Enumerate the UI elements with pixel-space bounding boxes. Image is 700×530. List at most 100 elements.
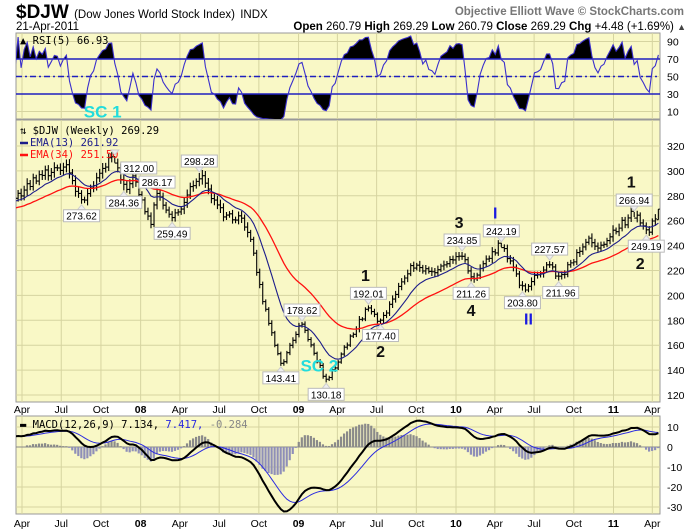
y-tick-label: -20: [667, 482, 682, 494]
x-tick-label: Oct: [93, 518, 109, 530]
macd-histogram-bar: [336, 439, 340, 447]
macd-histogram-bar: [71, 447, 74, 451]
chart-date: 21-Apr-2011: [16, 21, 80, 33]
price-bar: [424, 265, 428, 275]
price-bar: [43, 165, 47, 180]
macd-histogram-bar: [475, 447, 479, 457]
price-bar: [360, 317, 364, 322]
price-bar: [209, 184, 213, 204]
macd-histogram-bar: [397, 435, 400, 447]
x-tick-label: Jul: [370, 518, 383, 530]
price-label-box: [262, 371, 300, 385]
price-label-group: 192.01: [349, 286, 387, 300]
macd-histogram-bar: [623, 442, 627, 447]
price-label-group: 203.80: [503, 296, 541, 310]
price-bar: [439, 263, 443, 272]
price-label-group: 298.28: [180, 154, 218, 168]
macd-histogram-bar: [291, 447, 294, 454]
macd-histogram-bar: [388, 437, 391, 447]
price-bar: [433, 267, 437, 277]
wave-label: II: [524, 311, 533, 328]
macd-histogram-bar: [373, 428, 376, 447]
macd-histogram-bar: [605, 444, 608, 447]
macd-histogram-bar: [644, 447, 648, 450]
price-label-group: 249.19: [627, 239, 665, 253]
price-bar: [28, 179, 32, 191]
price-bar: [635, 210, 639, 223]
macd-histogram-bar: [68, 447, 71, 448]
macd-histogram-bar: [394, 436, 397, 447]
price-bar: [454, 252, 458, 265]
price-bar: [252, 236, 256, 256]
price-label-group: 177.40: [362, 329, 400, 343]
price-bar: [67, 159, 72, 179]
macd-histogram-bar: [92, 447, 95, 455]
rsi-legend: ▲ RSI(5) 66.93: [20, 35, 109, 47]
macd-histogram-bar: [149, 447, 152, 462]
price-bar: [587, 235, 591, 245]
macd-histogram-bar: [487, 447, 491, 451]
macd-histogram-bar: [463, 447, 466, 450]
macd-histogram-bar: [342, 433, 346, 447]
price-label-box: [120, 161, 158, 175]
price-bar: [258, 268, 262, 289]
ema-legend: EMA(34) 251.50: [30, 149, 119, 161]
price-bar: [653, 214, 657, 226]
macd-histogram-bar: [86, 447, 89, 459]
price-bar: [82, 196, 87, 204]
price-bar: [167, 206, 171, 218]
price-bar: [614, 227, 618, 235]
price-bar: [336, 360, 340, 370]
macd-legend-part: 7.134,: [115, 419, 159, 431]
price-bar: [318, 359, 322, 369]
macd-histogram-bar: [339, 436, 343, 447]
price-bar: [276, 343, 280, 356]
brand: Objective Elliott Wave © StockCharts.com: [454, 6, 684, 18]
price-bar: [230, 209, 235, 224]
macd-histogram-bar: [521, 447, 524, 459]
close-value: 269.29: [530, 21, 566, 33]
macd-histogram-bar: [300, 437, 303, 447]
price-bar: [451, 255, 455, 264]
price-bar: [348, 334, 352, 347]
price-bar: [372, 308, 377, 318]
price-bar: [445, 260, 449, 268]
macd-histogram-bar: [445, 447, 448, 450]
macd-histogram-bar: [611, 443, 614, 447]
ema-legend: EMA(13) 261.92: [30, 137, 119, 149]
price-bar: [324, 373, 328, 383]
price-bar: [545, 262, 549, 273]
price-bar: [128, 179, 132, 195]
price-bar: [487, 255, 491, 262]
macd-histogram-bar: [255, 447, 258, 462]
price-bar: [146, 207, 150, 221]
macd-histogram-bar: [110, 440, 113, 447]
macd-histogram-bar: [617, 442, 620, 447]
price-bar: [40, 170, 44, 180]
macd-histogram-bar: [113, 441, 116, 447]
price-bar: [626, 214, 630, 229]
price-label: 192.01: [353, 289, 384, 300]
price-bar: [490, 247, 494, 264]
price-bar: [375, 312, 380, 324]
macd-histogram-bar: [345, 431, 349, 447]
macd-histogram-bar: [107, 442, 110, 447]
price-bar: [212, 193, 217, 206]
price-label: 130.18: [311, 390, 342, 401]
y-tick-label: 30: [667, 89, 679, 101]
wave-label: 2: [376, 344, 385, 361]
price-bar: [421, 264, 425, 274]
price-bar: [584, 238, 588, 251]
macd-histogram-bar: [376, 431, 379, 447]
macd-histogram-bar: [125, 447, 128, 452]
price-bar: [412, 261, 416, 272]
macd-histogram-bar: [415, 436, 418, 447]
price-label-group: 211.96: [542, 286, 580, 300]
price-bar: [291, 337, 295, 349]
macd-histogram-bar: [602, 443, 605, 447]
macd-histogram-bar: [496, 445, 500, 447]
macd-histogram-bar: [225, 447, 228, 454]
macd-line: [16, 419, 659, 513]
